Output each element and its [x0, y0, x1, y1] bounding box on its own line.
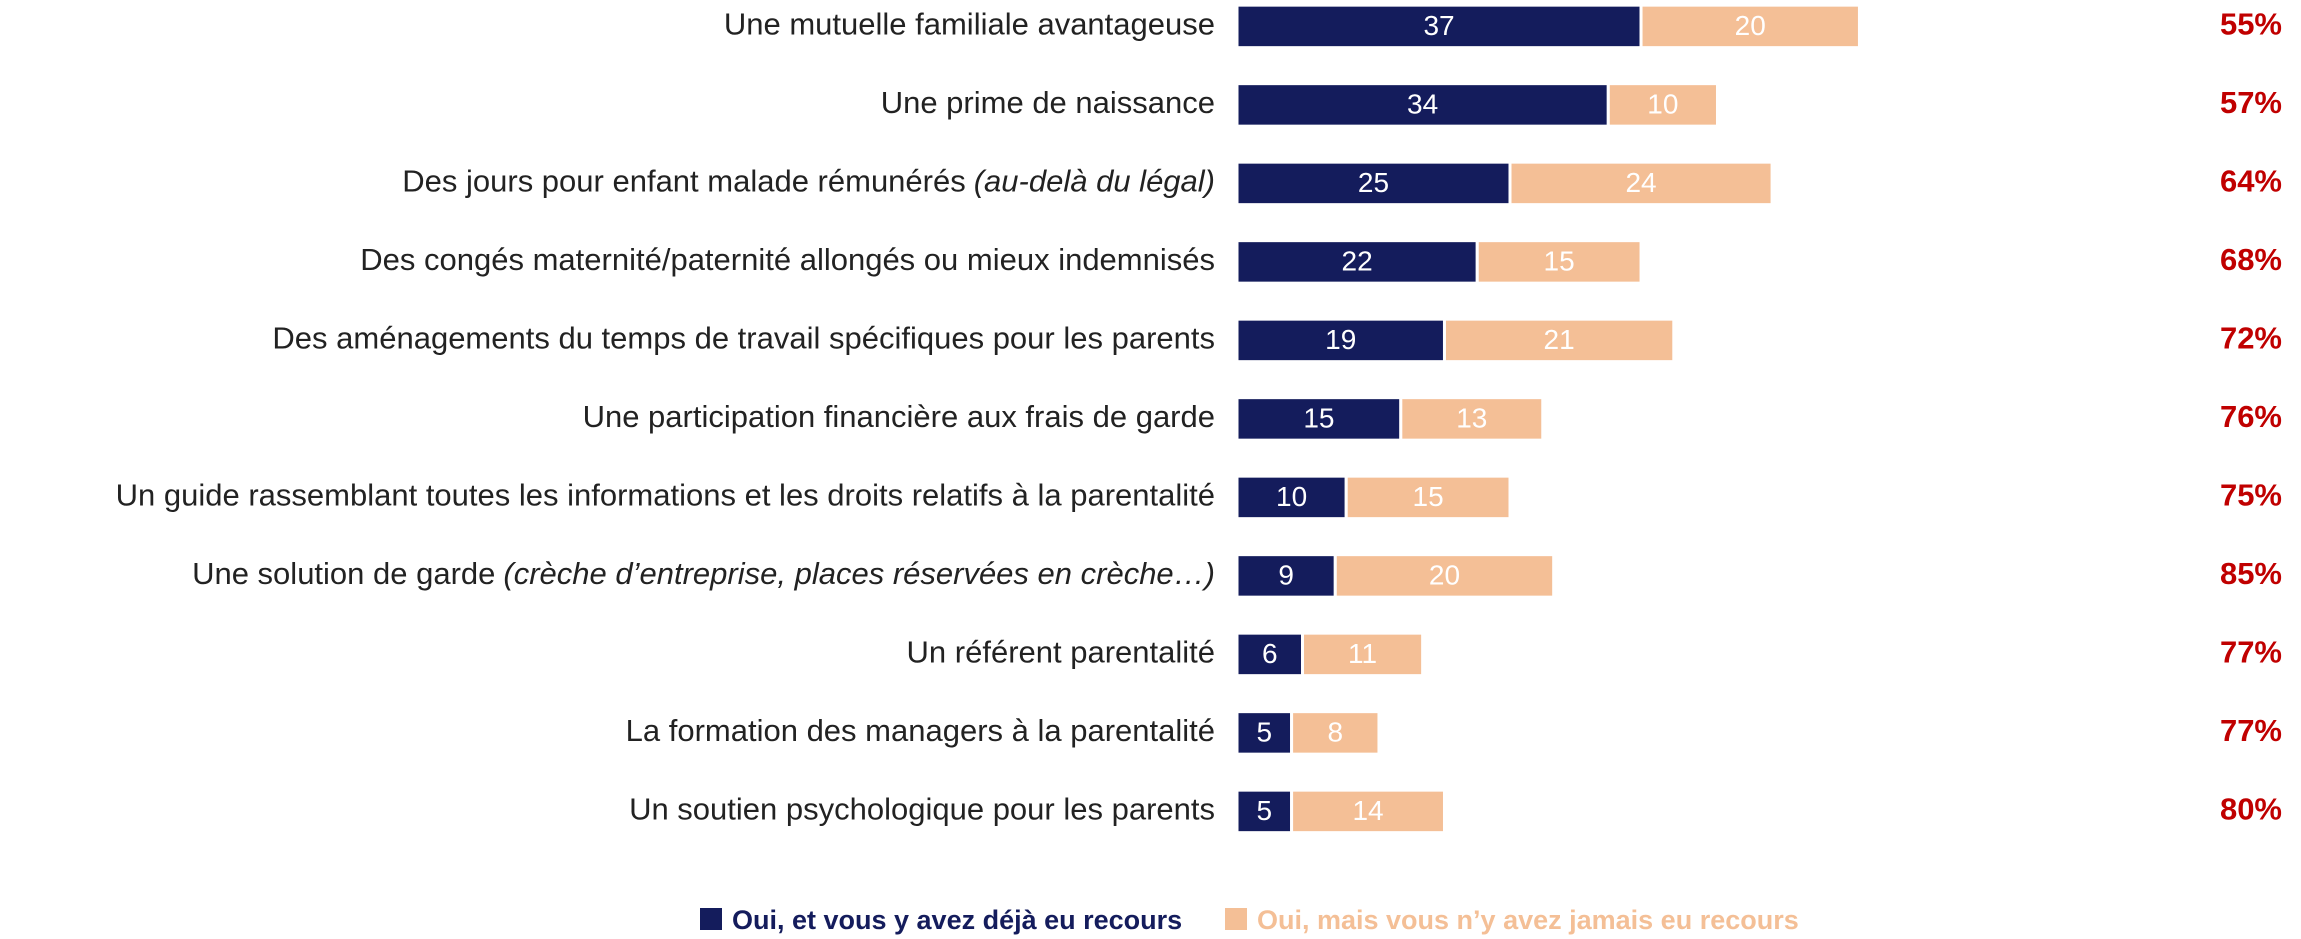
right-value-label: 72%	[2220, 321, 2282, 356]
bar-segment	[1399, 396, 1545, 442]
value-label: 15	[1303, 402, 1334, 433]
value-label: 11	[1348, 638, 1377, 669]
value-label: 24	[1625, 167, 1656, 198]
value-label: 9	[1278, 559, 1294, 590]
value-label: 20	[1735, 10, 1766, 41]
legend-swatch	[1225, 908, 1247, 930]
category-label: La formation des managers à la parentali…	[626, 713, 1215, 748]
category-label: Des aménagements du temps de travail spé…	[272, 321, 1215, 356]
category-text: Des aménagements du temps de travail spé…	[272, 321, 1215, 356]
right-value-label: 85%	[2220, 556, 2282, 591]
category-text: Une mutuelle familiale avantageuse	[724, 7, 1215, 42]
value-label: 21	[1544, 324, 1575, 355]
category-label: Des congés maternité/paternité allongés …	[360, 242, 1215, 277]
value-label: 25	[1358, 167, 1389, 198]
bar-segment	[1301, 631, 1425, 678]
bar-segment	[1344, 474, 1512, 521]
category-detail: (crèche d’entreprise, places réservées e…	[503, 556, 1215, 591]
category-label: Un guide rassemblant toutes les informat…	[116, 478, 1215, 513]
legend-label: Oui, mais vous n’y avez jamais eu recour…	[1257, 905, 1799, 935]
category-label: Une mutuelle familiale avantageuse	[724, 7, 1215, 42]
category-text: Un guide rassemblant toutes les informat…	[116, 478, 1215, 513]
bar-segment	[1508, 160, 1774, 207]
value-label: 14	[1352, 795, 1383, 826]
bar-segment	[1639, 3, 1861, 50]
value-label: 6	[1262, 638, 1278, 669]
right-value-label: 80%	[2220, 792, 2282, 827]
legend-swatch	[700, 908, 722, 930]
category-label: Une solution de garde (crèche d’entrepris…	[192, 556, 1215, 591]
category-label: Une participation financière aux frais d…	[583, 399, 1215, 434]
value-label: 15	[1413, 481, 1444, 512]
bar-segment	[1606, 82, 1719, 128]
value-label: 22	[1342, 245, 1373, 276]
category-text: Une participation financière aux frais d…	[583, 399, 1215, 434]
category-label: Un référent parentalité	[907, 635, 1215, 670]
category-text: Des jours pour enfant malade rémunérés	[402, 164, 965, 199]
category-text: Un référent parentalité	[907, 635, 1215, 670]
legend-label: Oui, et vous y avez déjà eu recours	[732, 905, 1182, 935]
category-text: Une solution de garde	[192, 556, 495, 591]
category-text: Une prime de naissance	[881, 85, 1215, 120]
category-label: Une prime de naissance	[881, 85, 1215, 120]
right-value-label: 77%	[2220, 713, 2282, 748]
right-value-label: 77%	[2220, 635, 2282, 670]
bar-segment	[1235, 239, 1479, 285]
bar-segment	[1235, 710, 1294, 756]
value-label: 37	[1423, 10, 1454, 41]
value-label: 10	[1647, 88, 1678, 119]
bar-segment	[1235, 3, 1643, 50]
bar-segment	[1235, 160, 1512, 207]
value-label: 5	[1257, 795, 1273, 826]
bar-segment	[1475, 239, 1643, 285]
value-label: 10	[1276, 481, 1307, 512]
value-label: 20	[1429, 559, 1460, 590]
value-label: 8	[1327, 716, 1343, 747]
category-label: Un soutien psychologique pour les parent…	[629, 792, 1215, 827]
bar-segment	[1442, 317, 1676, 364]
right-value-label: 64%	[2220, 164, 2282, 199]
category-text: Des congés maternité/paternité allongés …	[360, 242, 1215, 277]
right-value-label: 55%	[2220, 7, 2282, 42]
bar-segment	[1235, 317, 1446, 364]
bar-segment	[1333, 553, 1556, 599]
right-value-label: 57%	[2220, 85, 2282, 120]
bar-segment	[1235, 788, 1294, 835]
category-label: Des jours pour enfant malade rémunérés (a…	[402, 164, 1215, 199]
bar-segment	[1290, 788, 1446, 835]
category-text: Un soutien psychologique pour les parent…	[629, 792, 1215, 827]
value-label: 19	[1325, 324, 1356, 355]
category-text: La formation des managers à la parentali…	[626, 713, 1215, 748]
value-label: 34	[1407, 88, 1438, 119]
right-value-label: 76%	[2220, 399, 2282, 434]
bar-segment	[1235, 474, 1348, 521]
value-label: 13	[1456, 402, 1487, 433]
right-value-label: 68%	[2220, 242, 2282, 277]
value-label: 5	[1257, 716, 1273, 747]
bar-segment	[1235, 82, 1610, 128]
bar-segment	[1235, 631, 1305, 678]
right-value-label: 75%	[2220, 478, 2282, 513]
bar-segment	[1290, 710, 1381, 756]
category-detail: (au-delà du légal)	[974, 164, 1215, 199]
value-label: 15	[1544, 245, 1575, 276]
